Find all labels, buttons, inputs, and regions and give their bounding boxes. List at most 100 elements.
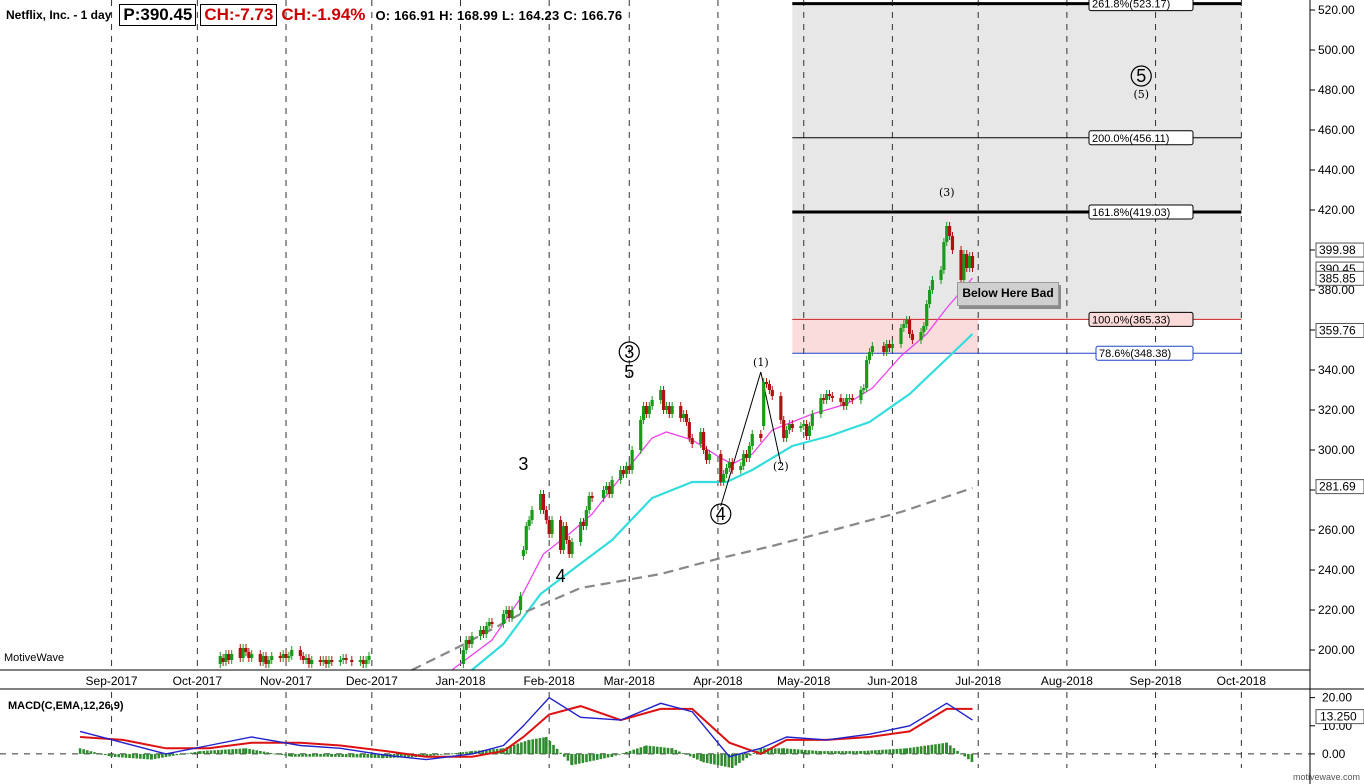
candle-body bbox=[610, 480, 614, 494]
macd-histogram-bar bbox=[425, 753, 429, 757]
macd-histogram-bar bbox=[304, 753, 308, 757]
macd-histogram-bar bbox=[967, 753, 970, 760]
candle-body bbox=[925, 304, 929, 326]
macd-histogram-bar bbox=[796, 749, 800, 754]
macd-histogram-bar bbox=[527, 739, 531, 754]
macd-histogram-bar bbox=[595, 753, 599, 760]
candle-body bbox=[467, 640, 471, 644]
fib-label-box bbox=[1088, 130, 1194, 146]
candle-body bbox=[221, 658, 225, 662]
macd-histogram-bar bbox=[326, 753, 330, 757]
candle-body bbox=[250, 654, 254, 658]
macd-histogram-bar bbox=[370, 753, 373, 758]
candle-body bbox=[948, 226, 952, 236]
candle-body bbox=[899, 328, 903, 344]
candle-body bbox=[702, 432, 706, 450]
candle-body bbox=[890, 344, 895, 348]
macd-histogram-bar bbox=[381, 753, 385, 759]
macd-histogram-bar bbox=[930, 744, 934, 754]
macd-histogram-bar bbox=[443, 753, 447, 755]
y-tick-label: 500.00 bbox=[1318, 43, 1355, 57]
x-tick-label: Sep-2017 bbox=[86, 674, 138, 688]
macd-histogram-bar bbox=[284, 753, 287, 756]
candle-body bbox=[730, 462, 734, 470]
macd-histogram-bar bbox=[643, 746, 646, 754]
candle-body bbox=[845, 398, 849, 406]
macd-histogram-bar bbox=[688, 753, 692, 757]
y-tick-label: 520.00 bbox=[1318, 3, 1355, 17]
macd-histogram-bar bbox=[535, 738, 538, 754]
candle-body bbox=[842, 402, 846, 406]
macd-histogram-bar bbox=[436, 753, 440, 756]
candle-body bbox=[561, 526, 566, 550]
candle-body bbox=[518, 596, 523, 610]
macd-histogram-bar bbox=[146, 753, 149, 760]
macd-histogram-bar bbox=[773, 748, 777, 754]
macd-histogram-bar bbox=[645, 745, 648, 754]
candle-body bbox=[584, 510, 588, 526]
macd-histogram-bar bbox=[344, 753, 348, 758]
credit-text: motivewave.com bbox=[1292, 772, 1360, 782]
macd-histogram-bar bbox=[923, 745, 927, 754]
candle-body bbox=[802, 424, 806, 426]
candle-body bbox=[547, 520, 551, 534]
candle-body bbox=[919, 332, 923, 340]
macd-histogram-bar bbox=[866, 750, 870, 754]
macd-histogram-bar bbox=[603, 753, 606, 759]
macd-histogram-bar bbox=[465, 751, 468, 754]
macd-histogram-bar bbox=[681, 753, 685, 754]
macd-histogram-bar bbox=[93, 752, 96, 754]
macd-histogram-bar bbox=[804, 749, 807, 754]
candle-body bbox=[284, 654, 288, 658]
macd-histogram-bar bbox=[635, 748, 639, 754]
candle-body bbox=[641, 406, 646, 420]
y-tick-label: 480.00 bbox=[1318, 83, 1355, 97]
macd-histogram-bar bbox=[709, 753, 713, 764]
gray-zone bbox=[792, 3, 1242, 320]
macd-histogram-bar bbox=[592, 753, 595, 761]
candle-body bbox=[819, 398, 823, 414]
candle-body bbox=[507, 610, 511, 618]
macd-histogram-bar bbox=[848, 751, 851, 754]
macd-y-tick-label: 0.00 bbox=[1322, 747, 1346, 761]
macd-histogram-bar bbox=[432, 753, 436, 756]
macd-histogram-bar bbox=[655, 746, 659, 754]
macd-histogram-bar bbox=[699, 753, 703, 762]
y-tick-label: 340.00 bbox=[1318, 363, 1355, 377]
macd-histogram-bar bbox=[614, 753, 617, 756]
wave-label: 5 bbox=[624, 362, 634, 382]
below-here-bad-callout: Below Here Bad bbox=[957, 282, 1059, 306]
ema-slow-line bbox=[471, 333, 974, 671]
brand-watermark: MotiveWave bbox=[4, 652, 65, 664]
candle-body bbox=[970, 256, 975, 268]
candle-body bbox=[807, 426, 812, 436]
candle-body bbox=[942, 242, 946, 270]
candle-body bbox=[490, 622, 494, 624]
y-tick-label: 220.00 bbox=[1318, 603, 1355, 617]
candle-body bbox=[885, 344, 889, 352]
candle-body bbox=[782, 420, 786, 438]
macd-histogram-bar bbox=[945, 742, 949, 754]
price-tag-label: 399.98 bbox=[1319, 243, 1356, 257]
x-tick-label: Jan-2018 bbox=[435, 674, 485, 688]
fib-label-box bbox=[1088, 311, 1194, 327]
macd-histogram-bar bbox=[179, 753, 182, 755]
candle-body bbox=[281, 654, 285, 658]
candle-body bbox=[541, 494, 546, 510]
candle-body bbox=[341, 658, 345, 660]
macd-y-tick-label: 20.00 bbox=[1322, 691, 1352, 705]
macd-histogram-bar bbox=[648, 745, 652, 754]
candle-body bbox=[364, 660, 368, 664]
candle-body bbox=[719, 454, 723, 482]
price-tag-box bbox=[1315, 479, 1364, 495]
macd-histogram-bar bbox=[716, 753, 720, 766]
moving-averages bbox=[411, 277, 974, 671]
macd-histogram-bar bbox=[440, 753, 443, 755]
x-tick-label: Sep-2018 bbox=[1130, 674, 1182, 688]
macd-histogram-bar bbox=[171, 753, 175, 756]
macd-histogram-bar bbox=[952, 748, 956, 754]
macd-histogram-bar bbox=[696, 753, 699, 760]
candle-body bbox=[601, 490, 606, 498]
candle-body bbox=[310, 660, 314, 664]
y-tick-label: 300.00 bbox=[1318, 443, 1355, 457]
